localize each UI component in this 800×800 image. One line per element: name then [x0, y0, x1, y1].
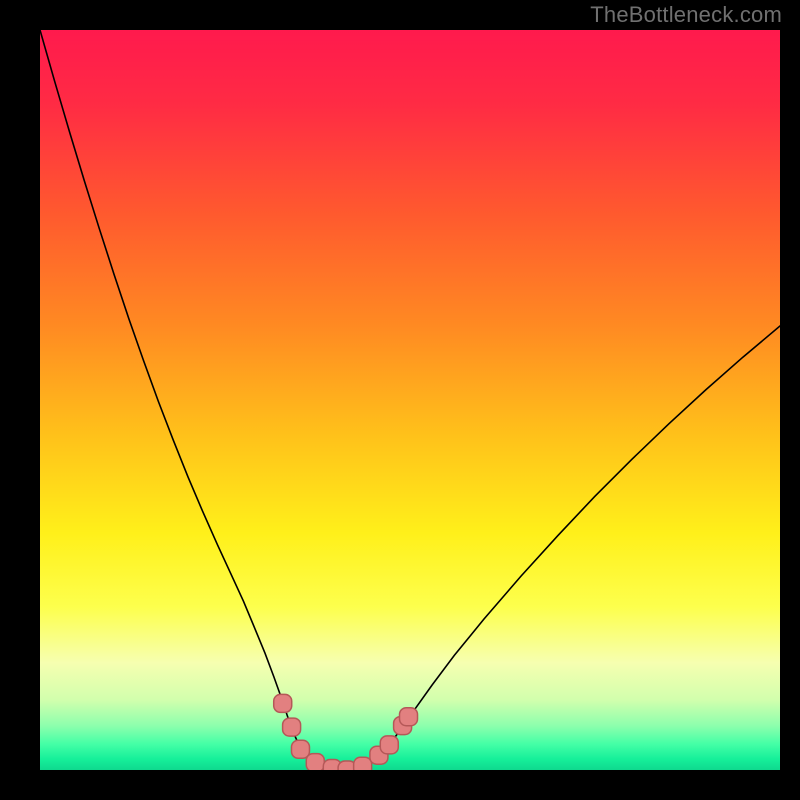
data-marker	[354, 757, 372, 770]
data-marker	[306, 754, 324, 770]
figure-frame: TheBottleneck.com	[0, 0, 800, 800]
data-marker	[380, 736, 398, 754]
data-marker	[400, 708, 418, 726]
data-marker	[283, 718, 301, 736]
watermark-text: TheBottleneck.com	[590, 2, 782, 28]
chart-svg	[40, 30, 780, 770]
gradient-background	[40, 30, 780, 770]
data-marker	[291, 740, 309, 758]
plot-area	[40, 30, 780, 770]
data-marker	[274, 694, 292, 712]
